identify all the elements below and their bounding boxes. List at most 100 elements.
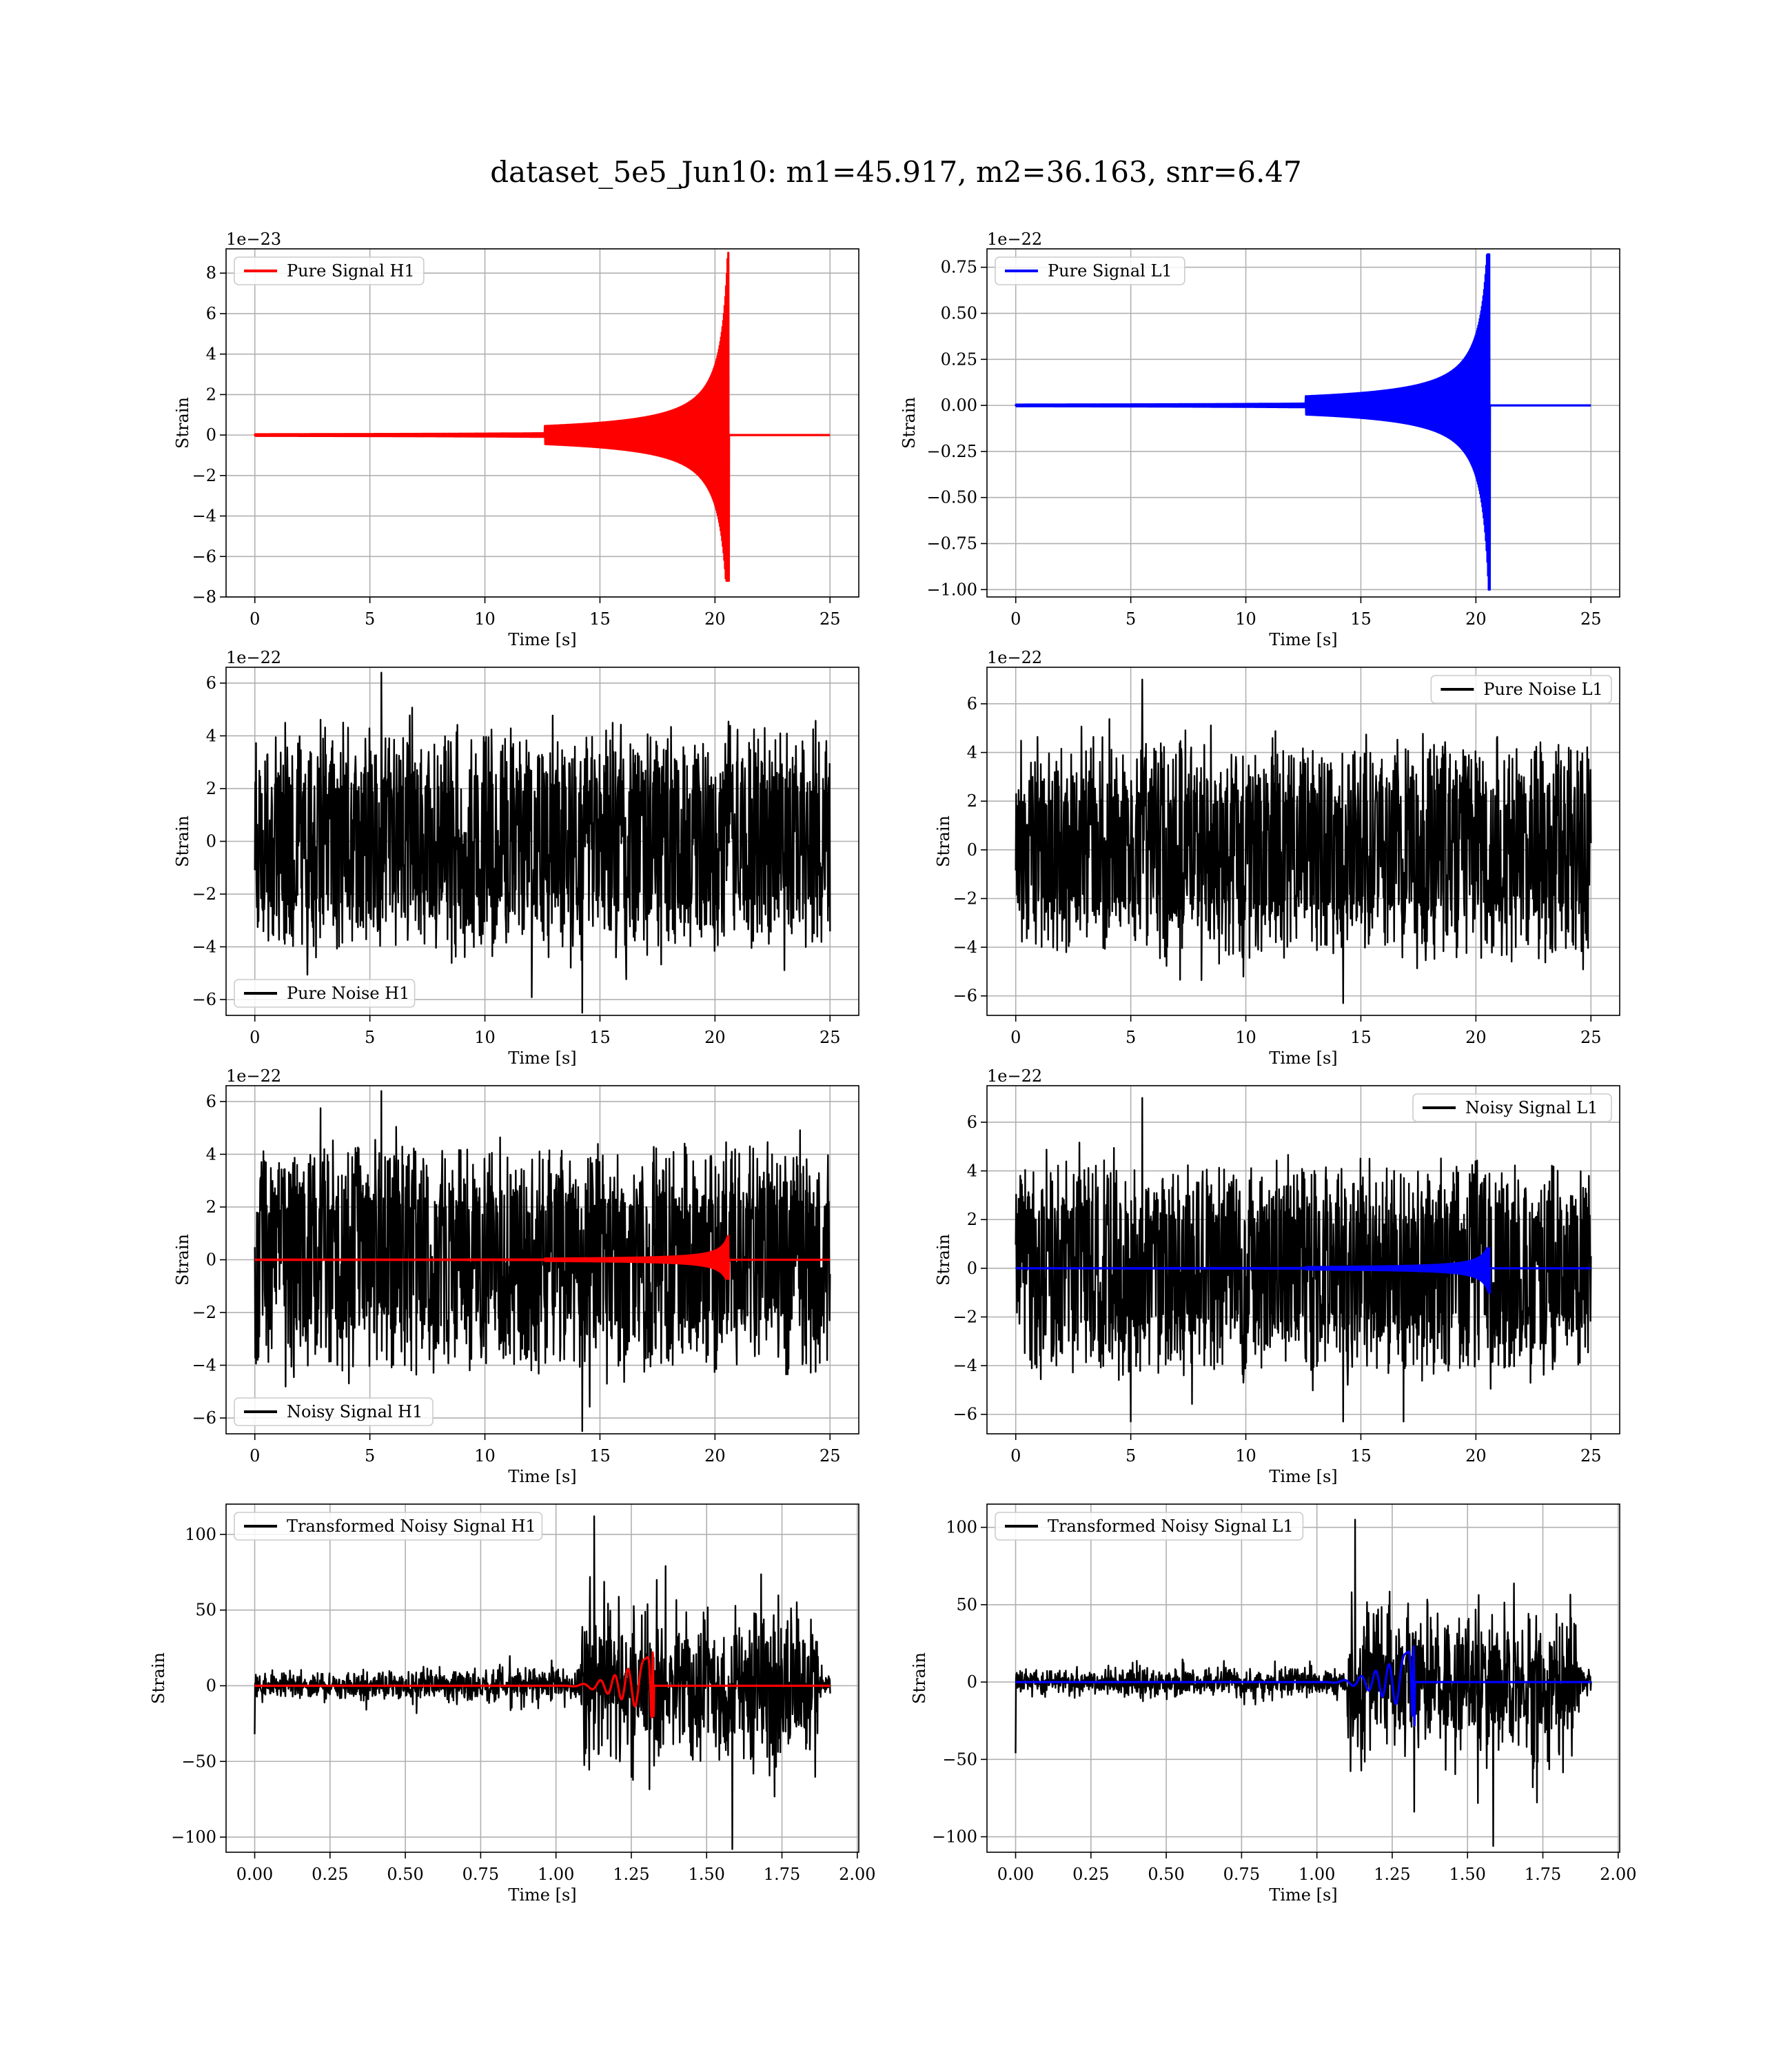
y-axis-label: Strain <box>934 815 953 867</box>
x-tick-label: 10 <box>474 1446 496 1466</box>
plot-area <box>1015 1519 1592 1847</box>
plot-area <box>1015 1097 1592 1423</box>
y-axis-label: Strain <box>173 1234 192 1286</box>
series-line-1 <box>1015 1645 1592 1727</box>
y-tick-label: 50 <box>956 1595 977 1614</box>
series-line-1 <box>1015 1247 1592 1294</box>
axes-frame <box>986 1503 1620 1853</box>
y-tick-label: −2 <box>192 1303 216 1322</box>
subplot-row4-left: 0.00 0.25 0.50 0.75 1.00 1.25 1.50 1.75 2.00 −100… <box>149 1503 876 1905</box>
x-tick-label: 10 <box>474 1028 496 1047</box>
y-tick-label: 6 <box>967 1113 977 1132</box>
x-axis-label: Time [s] <box>1269 630 1337 649</box>
legend-box <box>234 979 416 1008</box>
y-tick-label: −50 <box>942 1750 977 1769</box>
y-tick-label: 0.75 <box>941 258 977 277</box>
series-line-0 <box>254 1090 831 1432</box>
y-tick-label: 100 <box>185 1525 216 1544</box>
x-tick-label: 5 <box>1126 609 1136 629</box>
plot-area <box>254 252 831 582</box>
x-axis-label: Time [s] <box>508 1048 576 1068</box>
y-tick-label: −50 <box>181 1752 216 1771</box>
x-tick-label: 0.75 <box>462 1865 499 1884</box>
plot-area <box>254 1515 831 1850</box>
x-tick-label: 5 <box>365 1446 375 1466</box>
y-axis-label: Strain <box>899 397 919 449</box>
x-tick-label: 25 <box>1580 1028 1602 1047</box>
y-tick-label: 2 <box>206 385 216 404</box>
offset-label: 1e−22 <box>226 648 281 667</box>
subplot-row2-left: 0 5 10 15 20 25 −6 −4 −2 0 2 4 6 1e−22 Time [s] Strain P… <box>173 648 859 1068</box>
y-tick-label: 2 <box>206 1197 216 1217</box>
y-tick-label: −0.25 <box>926 442 977 461</box>
legend: Transformed Noisy Signal L1 <box>995 1512 1304 1541</box>
offset-label: 1e−22 <box>987 230 1042 249</box>
subplot-top-right: 0 5 10 15 20 25 −1.00 −0.75 −0.50 −0.25 0.00 0.25 0.… <box>899 230 1620 649</box>
x-tick-label: 15 <box>589 1446 611 1466</box>
y-tick-label: 6 <box>206 1092 216 1111</box>
axes-frame <box>225 248 859 598</box>
subplot-row3-left: 0 5 10 15 20 25 −6 −4 −2 0 2 4 6 1e−22 Time [s] Strain N… <box>173 1066 859 1486</box>
legend: Pure Noise L1 <box>1430 675 1612 704</box>
y-tick-label: 4 <box>206 345 216 364</box>
x-tick-label: 10 <box>1235 1028 1256 1047</box>
legend-box <box>234 1397 434 1426</box>
plot-area <box>1015 253 1592 591</box>
x-tick-label: 0.25 <box>312 1865 348 1884</box>
x-tick-label: 0 <box>250 1028 260 1047</box>
y-tick-label: 0 <box>206 425 216 445</box>
y-tick-label: 2 <box>967 1210 977 1229</box>
y-axis-label: Strain <box>910 1652 929 1704</box>
y-tick-label: 0.50 <box>941 304 977 323</box>
legend-box <box>234 256 425 285</box>
axes-frame <box>986 667 1620 1016</box>
x-tick-label: 0 <box>250 1446 260 1466</box>
legend-label: Transformed Noisy Signal H1 <box>287 1517 536 1536</box>
x-tick-label: 25 <box>819 1028 841 1047</box>
offset-label: 1e−22 <box>987 1066 1042 1086</box>
legend-label: Noisy Signal L1 <box>1465 1098 1598 1117</box>
x-tick-label: 0.25 <box>1072 1865 1109 1884</box>
y-tick-label: 4 <box>967 743 977 762</box>
legend-label: Pure Signal H1 <box>287 261 415 281</box>
axes-frame <box>225 1503 859 1853</box>
y-tick-label: 6 <box>206 673 216 693</box>
legend-label: Noisy Signal H1 <box>287 1402 422 1421</box>
x-tick-label: 0 <box>1010 1028 1021 1047</box>
legend: Pure Noise H1 <box>234 979 416 1008</box>
y-tick-label: −4 <box>953 937 977 957</box>
series-line-0 <box>1015 678 1592 1004</box>
y-tick-label: 4 <box>206 726 216 745</box>
figure-title: dataset_5e5_Jun10: m1=45.917, m2=36.163,… <box>490 155 1302 189</box>
plot-area <box>254 1090 831 1432</box>
y-tick-label: −6 <box>953 1405 977 1424</box>
x-tick-label: 20 <box>1465 609 1487 629</box>
x-tick-label: 15 <box>589 609 611 629</box>
x-tick-label: 5 <box>365 1028 375 1047</box>
legend: Noisy Signal L1 <box>1412 1093 1612 1122</box>
subplot-row4-right: 0.00 0.25 0.50 0.75 1.00 1.25 1.50 1.75 2.00 −100… <box>910 1503 1637 1905</box>
legend: Transformed Noisy Signal H1 <box>234 1512 543 1541</box>
y-tick-label: −4 <box>953 1356 977 1375</box>
legend-box <box>234 1512 543 1541</box>
legend-box <box>1430 675 1612 704</box>
x-tick-label: 0.00 <box>236 1865 273 1884</box>
x-axis-label: Time [s] <box>508 630 576 649</box>
y-tick-label: −4 <box>192 1356 216 1375</box>
x-tick-label: 25 <box>1580 1446 1602 1466</box>
offset-label: 1e−23 <box>226 230 281 249</box>
x-axis-label: Time [s] <box>1269 1885 1337 1905</box>
x-tick-label: 20 <box>1465 1446 1487 1466</box>
x-tick-label: 1.75 <box>1525 1865 1561 1884</box>
x-tick-label: 0 <box>250 609 260 629</box>
x-tick-label: 1.00 <box>538 1865 574 1884</box>
axes-frame <box>986 1085 1620 1435</box>
series-line-0 <box>1015 1097 1592 1423</box>
y-tick-label: 0 <box>206 832 216 851</box>
x-tick-label: 0.50 <box>387 1865 423 1884</box>
x-tick-label: 0 <box>1010 1446 1021 1466</box>
axes-frame <box>225 1085 859 1435</box>
x-tick-label: 20 <box>704 1446 726 1466</box>
x-tick-label: 1.50 <box>1449 1865 1486 1884</box>
series-line-0 <box>254 1515 831 1850</box>
